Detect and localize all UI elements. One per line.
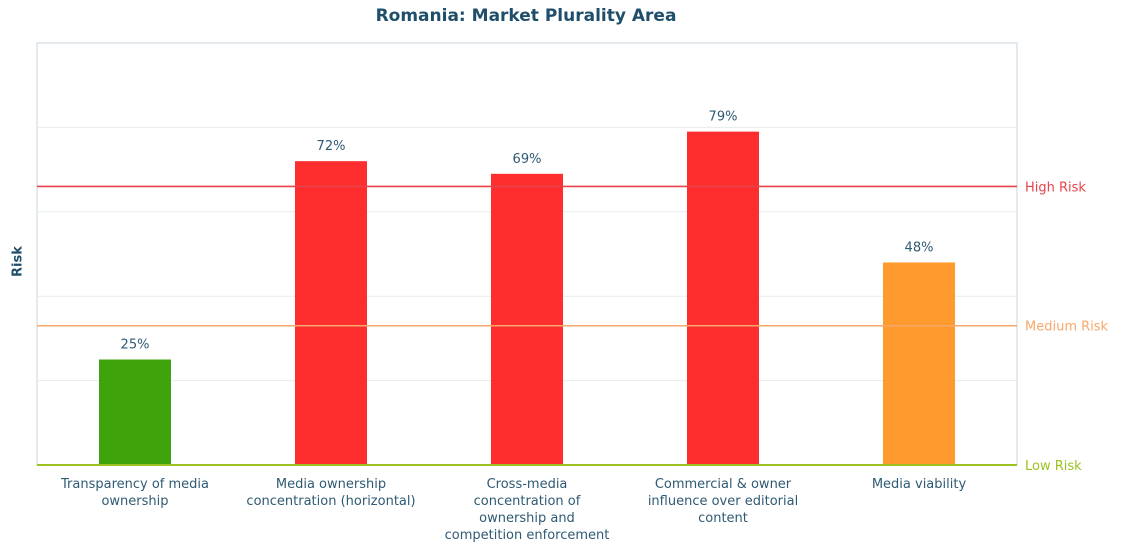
value-label-1: 25% xyxy=(121,338,150,353)
value-label-4: 79% xyxy=(709,110,738,125)
bar-4 xyxy=(687,131,759,465)
bar-1 xyxy=(99,359,171,465)
reference-label-high-risk: High Risk xyxy=(1025,180,1086,195)
value-label-2: 72% xyxy=(317,139,346,154)
bar-3 xyxy=(491,173,563,465)
category-label-3: Cross-media concentration of ownership and… xyxy=(445,477,610,542)
category-label-1: Transparency of media ownership xyxy=(60,477,209,509)
category-label-4: Commercial & owner influence over editori… xyxy=(648,477,798,526)
bar-5 xyxy=(883,262,955,465)
reference-label-medium-risk: Medium Risk xyxy=(1025,320,1109,335)
value-label-3: 69% xyxy=(513,152,542,167)
category-label-5: Media viability xyxy=(872,477,967,492)
category-label-2: Media ownership concentration (horizontal… xyxy=(246,477,415,509)
value-label-5: 48% xyxy=(905,240,934,255)
reference-label-low-risk: Low Risk xyxy=(1025,459,1082,474)
chart-title: Romania: Market Plurality Area xyxy=(375,6,677,26)
bar-2 xyxy=(295,161,367,465)
